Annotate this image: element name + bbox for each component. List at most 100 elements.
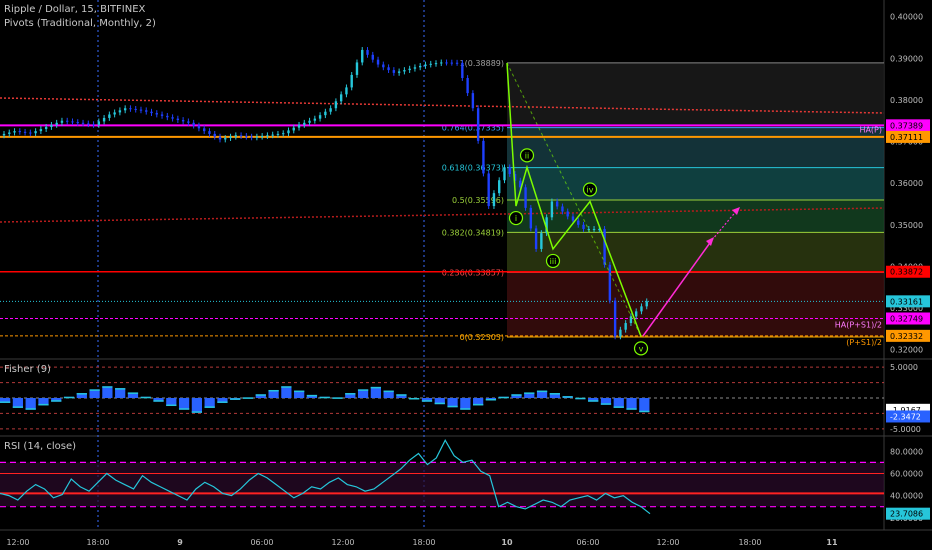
fisher-bar: [588, 398, 599, 402]
candle-body: [387, 67, 390, 71]
pivot-label: (P+S1)/2: [846, 338, 882, 347]
projection-dotted: [711, 208, 739, 241]
candle-body: [150, 111, 153, 114]
fisher-tag: -2.3472: [890, 412, 921, 421]
candle-body: [102, 117, 106, 122]
fisher-bar-edge: [12, 406, 24, 408]
fisher-bar: [396, 394, 407, 398]
fib-zone: [507, 272, 884, 338]
fisher-axis-tick: -5.0000: [890, 425, 921, 434]
candle-body: [23, 131, 27, 133]
fisher-tag: -1.9167: [890, 406, 921, 415]
candle-body: [434, 63, 438, 65]
fisher-bar: [600, 398, 612, 405]
candle-body: [424, 64, 427, 66]
candle-body: [408, 68, 411, 71]
fisher-bar: [460, 398, 471, 410]
fisher-bar-edge: [76, 393, 87, 395]
fisher-bar: [639, 398, 650, 413]
fisher-bar-edge: [396, 394, 407, 396]
fisher-bar: [536, 390, 548, 398]
fisher-bar: [204, 398, 215, 408]
fisher-bar-edge: [51, 400, 62, 402]
candle-body: [87, 123, 90, 125]
projection-arrow-head: [732, 207, 740, 215]
fisher-bar-edge: [345, 393, 356, 395]
fisher-bar: [473, 398, 484, 406]
fisher-bar-edge: [600, 403, 612, 405]
fisher-bar: [294, 390, 305, 398]
candle-body: [166, 115, 169, 118]
time-axis-tick: 18:00: [412, 538, 435, 547]
fisher-bar-edge: [613, 406, 624, 408]
candle-body: [492, 193, 496, 207]
fisher-bar: [12, 398, 24, 408]
fisher-bar: [370, 386, 381, 398]
fib-zone: [507, 127, 884, 168]
fisher-bar-edge: [498, 396, 509, 399]
candle-body: [287, 130, 290, 134]
candle-body: [566, 211, 569, 217]
candle-body: [266, 135, 269, 137]
candle-body: [234, 135, 238, 137]
resistance-dotted-line: [0, 97, 885, 114]
candle-body: [366, 49, 369, 55]
fisher-bar-edge: [536, 390, 548, 393]
candle-body: [640, 306, 643, 312]
time-axis-tick: 12:00: [656, 538, 679, 547]
price-axis-tick: 0.33000: [890, 304, 923, 313]
fisher-bar: [511, 394, 522, 398]
candle-body: [334, 101, 338, 109]
fisher-bar-edge: [549, 393, 560, 395]
candle-body: [450, 62, 454, 64]
candle-body: [550, 201, 554, 218]
candle-body: [208, 131, 211, 134]
fisher-bar-edge: [421, 400, 433, 402]
fisher-bar: [434, 398, 445, 405]
candle-body: [613, 300, 617, 337]
fisher-bar: [281, 386, 292, 398]
wave-label-circle: [545, 253, 561, 269]
candle-body: [403, 70, 406, 72]
candle-body: [202, 128, 206, 132]
candle-body: [329, 108, 332, 112]
time-axis-tick: 18:00: [86, 538, 109, 547]
fisher-bar-edge: [409, 398, 420, 400]
candle-body: [634, 311, 638, 317]
price-tag-bg: [886, 295, 930, 308]
candle-body: [13, 131, 16, 133]
fisher-bar: [76, 393, 87, 398]
candle-body: [66, 120, 69, 122]
wave-label: v: [639, 344, 644, 353]
fisher-bar: [255, 394, 266, 398]
fib-label: 0(0.32303): [460, 333, 504, 342]
candle-body: [139, 109, 143, 111]
time-axis-tick: 9: [177, 538, 183, 547]
candle-body: [355, 62, 359, 75]
fisher-bar: [447, 398, 458, 408]
fib-label: 0.5(0.35596): [452, 196, 504, 205]
fib-label: 1(0.38889): [460, 59, 504, 68]
rsi-line: [0, 438, 651, 515]
candle-body: [429, 63, 432, 65]
time-axis-tick: 18:00: [738, 538, 761, 547]
rsi-tag-bg: [886, 507, 930, 520]
candle-body: [577, 220, 580, 225]
fisher-bar: [153, 398, 164, 402]
wave-label: ii: [525, 151, 529, 160]
candle-body: [545, 217, 548, 234]
candle-body: [555, 201, 559, 207]
fisher-bar-edge: [0, 401, 11, 403]
candle-body: [260, 135, 264, 137]
wave-trend-line: [506, 62, 642, 337]
fisher-bar-edge: [89, 389, 100, 391]
candle-body: [503, 167, 506, 181]
fisher-bar-edge: [153, 400, 164, 402]
rsi-band: [0, 462, 884, 507]
candle-body: [534, 228, 538, 249]
candle-body: [145, 110, 148, 112]
price-tag: 0.32332: [890, 332, 923, 341]
fisher-bar-edge: [242, 397, 254, 399]
